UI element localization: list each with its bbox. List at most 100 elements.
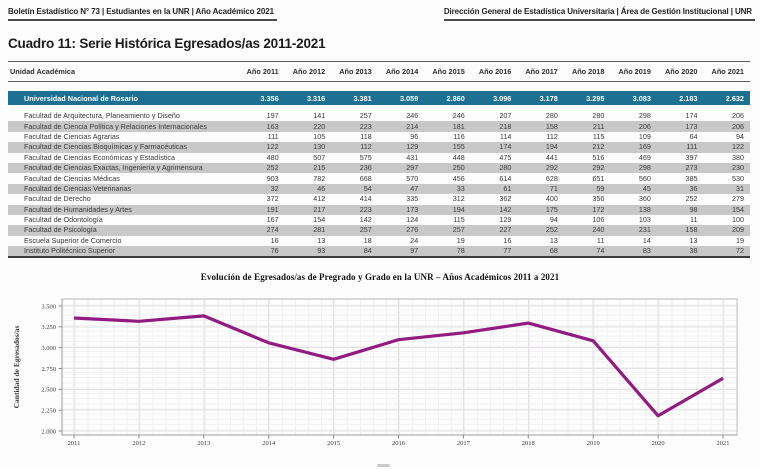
row-label: Escuela Superior de Comercio bbox=[24, 235, 122, 245]
row-value: 516 bbox=[592, 152, 605, 162]
egresados-table: Unidad Académica Año 2011 Año 2012 Año 2013… bbox=[8, 61, 750, 259]
row-value: 124 bbox=[406, 215, 419, 225]
row-value: 106 bbox=[592, 215, 605, 225]
row-value: 480 bbox=[266, 152, 279, 162]
year-column-header: Año 2017 bbox=[517, 61, 564, 82]
row-value: 24 bbox=[410, 235, 419, 245]
row-value: 217 bbox=[284, 204, 332, 215]
row-value: 19 bbox=[736, 235, 744, 245]
table-row: Facultad de Arquitectura, Planeamiento y… bbox=[8, 111, 750, 121]
row-value: 214 bbox=[377, 121, 425, 132]
row-value: 191 bbox=[238, 204, 285, 215]
chart-x-labels: 2011 2012 2013 2014 2015 2016 2017 2018 2019 2020… bbox=[68, 435, 730, 447]
row-value: 903 bbox=[266, 173, 279, 183]
page-title: Cuadro 11: Serie Histórica Egresados/as … bbox=[8, 36, 326, 51]
row-value: 114 bbox=[499, 131, 512, 141]
row-value: 163 bbox=[238, 121, 285, 132]
year-column-header: Año 2021 bbox=[703, 61, 750, 82]
row-value: 172 bbox=[563, 204, 611, 215]
row-value: 280 bbox=[470, 162, 518, 174]
y-tick-label: 2.250 bbox=[41, 408, 56, 415]
row-value: 96 bbox=[410, 131, 419, 141]
row-value: 530 bbox=[732, 173, 744, 183]
row-value: 14 bbox=[642, 235, 651, 245]
row-value: 109 bbox=[638, 131, 651, 141]
row-value: 414 bbox=[359, 194, 372, 204]
y-tick-label: 2.500 bbox=[41, 387, 56, 394]
row-value: 212 bbox=[563, 142, 611, 153]
y-axis-title: Cantidad de Egresados/as bbox=[12, 326, 21, 409]
row-label: Facultad de Ciencias Económicas y Estadí… bbox=[24, 152, 176, 162]
spacer-row bbox=[8, 82, 750, 92]
row-value: 240 bbox=[563, 225, 611, 236]
row-value: 575 bbox=[359, 152, 372, 162]
unit-column-header: Unidad Académica bbox=[8, 61, 239, 82]
year-column-header: Año 2013 bbox=[331, 61, 378, 82]
row-value: 276 bbox=[377, 225, 425, 236]
row-value: 292 bbox=[517, 162, 564, 174]
row-value: 570 bbox=[406, 173, 419, 183]
row-value: 94 bbox=[736, 131, 744, 141]
row-value: 257 bbox=[331, 225, 378, 236]
chart-y-labels: 2.000 2.250 2.500 2.750 3.000 3.250 3.500 bbox=[41, 304, 62, 436]
row-value: 507 bbox=[313, 152, 326, 162]
x-tick-label: 2017 bbox=[457, 440, 471, 447]
row-value: 98 bbox=[656, 204, 704, 215]
x-tick-label: 2019 bbox=[587, 440, 600, 447]
row-value: 385 bbox=[685, 173, 698, 183]
total-row-value: 3.295 bbox=[563, 91, 611, 105]
egresados-chart: Evolución de Egresados/as de Pregrado y … bbox=[0, 272, 760, 462]
table-row: Facultad de Ciencias Bioquímicas y Farma… bbox=[8, 142, 750, 153]
row-value: 116 bbox=[453, 131, 465, 141]
row-value: 218 bbox=[470, 121, 518, 132]
row-value: 362 bbox=[499, 194, 512, 204]
row-value: 257 bbox=[424, 225, 471, 236]
table-row: Facultad de Ciencia Política y Relacione… bbox=[8, 121, 750, 132]
year-column-header: Año 2012 bbox=[284, 61, 332, 82]
row-value: 335 bbox=[406, 194, 419, 204]
table-row: Facultad de Ciencias Médicas 903 782 668 570… bbox=[8, 173, 750, 183]
row-value: 230 bbox=[703, 162, 750, 174]
total-row-value: 3.083 bbox=[610, 91, 657, 105]
row-value: 372 bbox=[266, 194, 279, 204]
y-tick-label: 2.000 bbox=[41, 429, 56, 436]
row-value: 250 bbox=[424, 162, 471, 174]
row-value: 280 bbox=[592, 111, 605, 121]
row-label: Facultad de Odontología bbox=[24, 215, 103, 225]
row-value: 206 bbox=[732, 111, 744, 121]
row-label: Facultad de Ciencia Política y Relacione… bbox=[8, 121, 239, 132]
table-row: Facultad de Ciencias Exactas, Ingeniería… bbox=[8, 162, 750, 174]
x-tick-label: 2018 bbox=[522, 440, 535, 447]
row-value: 16 bbox=[503, 235, 512, 245]
row-value: 252 bbox=[685, 194, 698, 204]
table-row: Instituto Politécnico Superior 76 93 84 97 78… bbox=[8, 246, 750, 258]
row-value: 252 bbox=[238, 162, 285, 174]
row-value: 560 bbox=[638, 173, 651, 183]
row-value: 281 bbox=[284, 225, 332, 236]
row-label: Facultad de Ciencias Agrarias bbox=[24, 131, 120, 141]
x-tick-label: 2011 bbox=[68, 440, 81, 447]
table-row: Facultad de Psicología 274 281 257 276 257 227… bbox=[8, 225, 750, 236]
row-value: 74 bbox=[563, 246, 611, 258]
row-label: Facultad de Arquitectura, Planeamiento y… bbox=[24, 111, 180, 121]
row-value: 100 bbox=[732, 215, 744, 225]
row-value: 154 bbox=[313, 215, 326, 225]
total-row-value: 3.178 bbox=[517, 91, 564, 105]
table-row: Facultad de Odontología 167 154 142 124 115 12… bbox=[8, 215, 750, 225]
row-value: 13 bbox=[317, 235, 326, 245]
legend-cutoff bbox=[377, 464, 390, 467]
row-value: 252 bbox=[517, 225, 564, 236]
row-value: 257 bbox=[359, 111, 372, 121]
row-value: 280 bbox=[545, 111, 558, 121]
row-value: 155 bbox=[424, 142, 471, 153]
row-value: 19 bbox=[456, 235, 465, 245]
row-value: 297 bbox=[377, 162, 425, 174]
row-label: Instituto Politécnico Superior bbox=[8, 246, 239, 258]
row-value: 118 bbox=[360, 131, 372, 141]
row-value: 209 bbox=[703, 225, 750, 236]
total-row-value: 2.860 bbox=[424, 91, 471, 105]
row-value: 668 bbox=[359, 173, 372, 183]
row-label: Facultad de Ciencias Veterinarias bbox=[8, 183, 239, 195]
row-value: 103 bbox=[638, 215, 651, 225]
row-value: 173 bbox=[377, 204, 425, 215]
